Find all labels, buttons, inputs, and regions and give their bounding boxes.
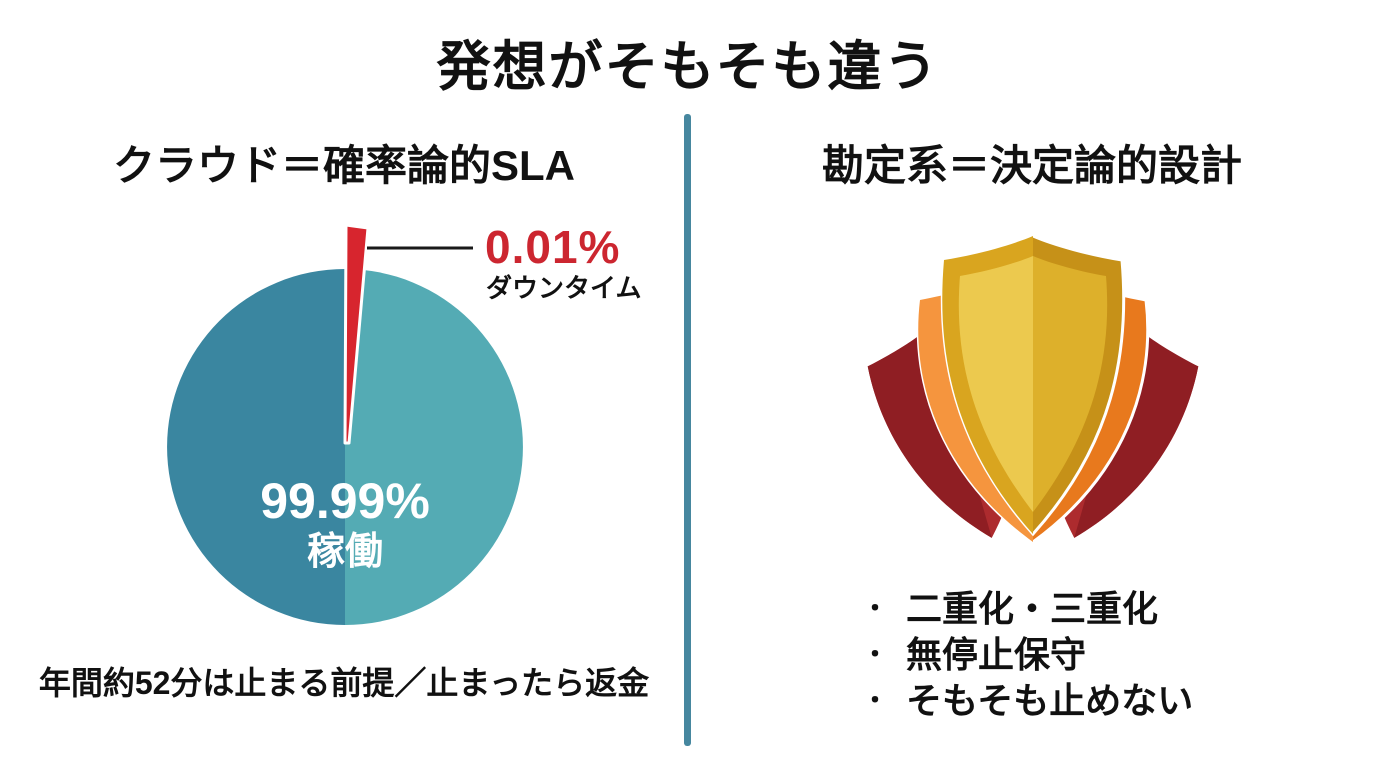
left-panel-header: クラウド＝確率論的SLA — [112, 142, 575, 189]
uptime-percent: 99.99% — [260, 473, 430, 529]
page-title: 発想がそもそも違う — [436, 37, 940, 97]
bullet-text: 無停止保守 — [906, 634, 1087, 675]
bullet-item-redundancy: ・ 二重化・三重化 — [862, 583, 1193, 629]
right-panel-bullet-list: ・ 二重化・三重化 ・ 無停止保守 ・ そもそも止めない — [862, 583, 1193, 721]
pie-slice-downtime — [343, 223, 370, 445]
gold-shield — [940, 234, 1126, 537]
downtime-percent: 0.01% — [485, 221, 621, 273]
bullet-marker: ・ — [862, 684, 889, 715]
bullet-marker: ・ — [862, 592, 889, 623]
uptime-pie-chart — [167, 223, 523, 625]
bullet-item-never-stop: ・ そもそも止めない — [862, 675, 1193, 721]
right-panel-header: 勘定系＝決定論的設計 — [821, 142, 1242, 189]
pie-slice-uptime-left-half — [167, 269, 345, 625]
layered-shields-icon — [867, 234, 1199, 544]
bullet-item-nonstop-maintenance: ・ 無停止保守 — [862, 629, 1193, 675]
bullet-text: そもそも止めない — [906, 680, 1194, 721]
pie-slice-uptime-right-half — [345, 269, 523, 625]
uptime-center-label: 99.99% 稼働 — [190, 474, 500, 576]
uptime-word: 稼働 — [306, 531, 383, 573]
vertical-divider — [684, 114, 691, 746]
left-panel-caption: 年間約52分は止まる前提／止まったら返金 — [38, 665, 650, 701]
bullet-marker: ・ — [862, 638, 889, 669]
bullet-text: 二重化・三重化 — [906, 588, 1159, 629]
downtime-label: ダウンタイム — [486, 273, 642, 303]
